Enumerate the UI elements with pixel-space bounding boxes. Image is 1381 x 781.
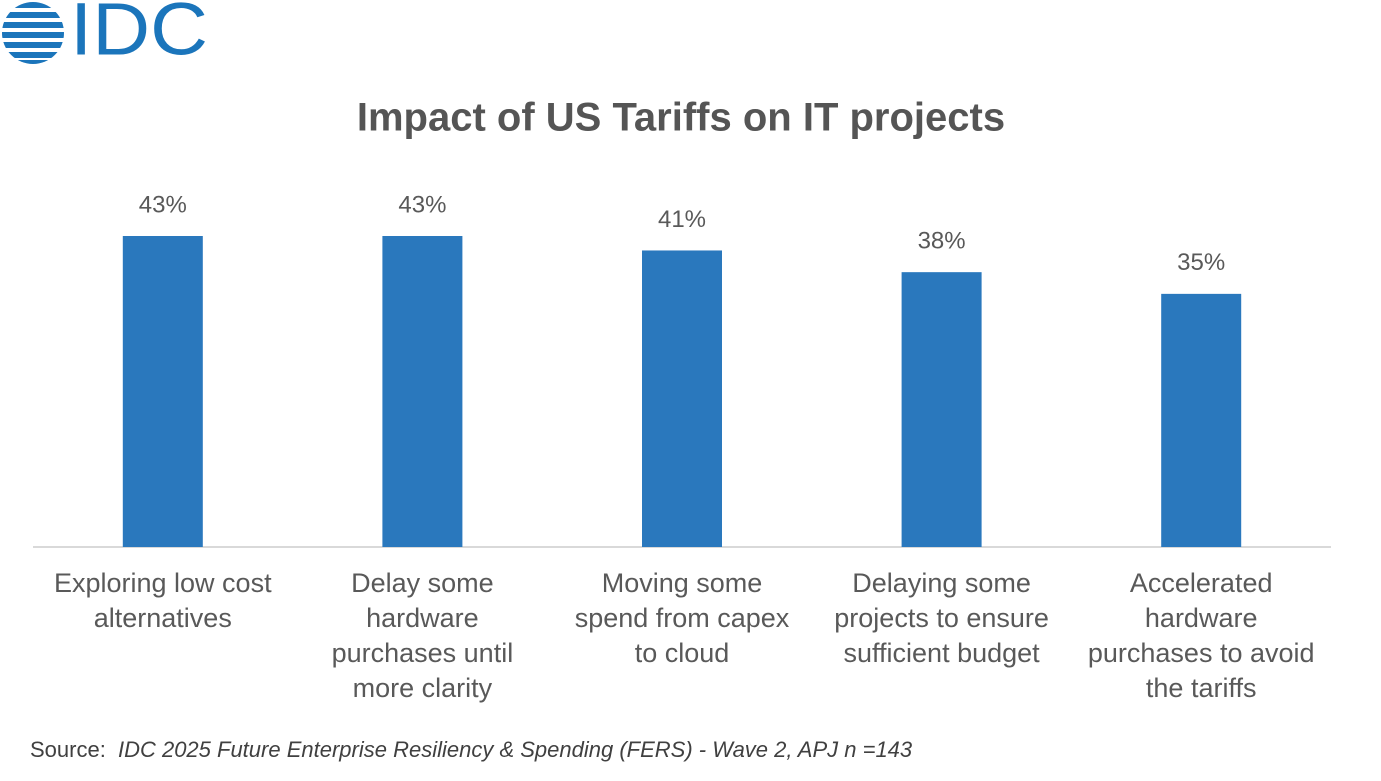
x-tick-label: more clarity (353, 673, 493, 703)
value-label: 35% (1177, 249, 1225, 276)
x-tick-label: purchases to avoid (1088, 638, 1315, 668)
logo-text: IDC (70, 0, 208, 71)
x-tick-label: Exploring low cost (54, 568, 272, 598)
x-tick-label: Accelerated (1130, 568, 1273, 598)
source: Source: IDC 2025 Future Enterprise Resil… (30, 737, 913, 762)
x-tick-label: Delaying some (852, 568, 1031, 598)
x-tick-label: hardware (1145, 603, 1258, 633)
x-tick-label: spend from capex (575, 603, 790, 633)
value-label: 43% (398, 191, 446, 218)
logo: IDC (2, 0, 208, 71)
bar (642, 250, 722, 547)
x-tick-label: projects to ensure (834, 603, 1049, 633)
bar (901, 272, 982, 547)
bar (122, 236, 203, 547)
x-tick-label: sufficient budget (844, 638, 1041, 668)
x-tick-label: purchases until (332, 638, 514, 668)
source-label: Source: (30, 737, 106, 762)
value-label: 38% (918, 228, 966, 255)
source-text: IDC 2025 Future Enterprise Resiliency & … (118, 737, 913, 762)
chart-title: Impact of US Tariffs on IT projects (357, 96, 1005, 140)
x-tick-label: Delay some (351, 568, 494, 598)
x-tick-label: hardware (366, 603, 479, 633)
x-tick-label: to cloud (635, 638, 730, 668)
value-label: 43% (139, 191, 187, 218)
x-tick-label: the tariffs (1146, 673, 1257, 703)
x-tick-label: Moving some (602, 568, 763, 598)
bar (1161, 293, 1242, 547)
value-label: 41% (658, 206, 706, 233)
bar (382, 236, 463, 547)
x-tick-label: alternatives (94, 603, 232, 633)
